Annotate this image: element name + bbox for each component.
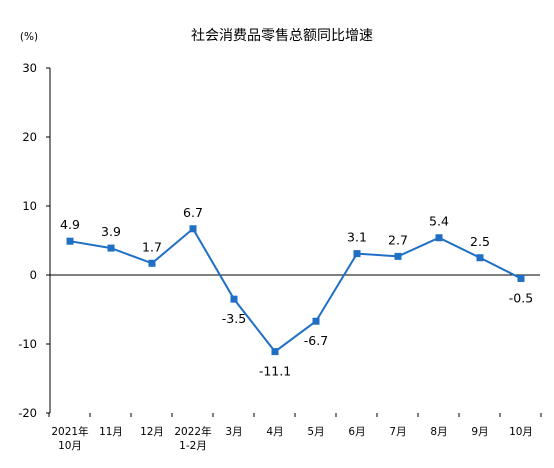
data-point-marker xyxy=(66,237,74,245)
data-point-marker xyxy=(230,295,238,303)
data-label: 4.9 xyxy=(60,217,80,232)
x-tick-label-line: 10月 xyxy=(509,426,533,438)
data-labels: 4.9 3.9 1.7 6.7 -3.5 -11.1 -6.7 3.1 2.7 5.4 2.5 -0.… xyxy=(60,205,533,379)
x-tick-label-line: 3月 xyxy=(225,426,242,438)
data-point-marker xyxy=(107,244,115,252)
data-point-marker xyxy=(353,250,361,258)
x-tick-label: 6月 xyxy=(348,426,365,438)
x-axis-ticks: 2021年 10月 11月 12月 2022年 1-2月 3月 4月 5月 6月 7月 8月 9月 10月 xyxy=(48,413,542,452)
chart-title: 社会消费品零售总额同比增速 xyxy=(191,28,373,44)
x-tick-label: 2022年 1-2月 xyxy=(174,425,211,452)
y-axis-ticks: -20 -10 0 10 20 30 xyxy=(18,61,50,420)
x-tick-label: 4月 xyxy=(266,426,283,438)
x-tick-label: 9月 xyxy=(471,426,488,438)
x-tick-label-line: 8月 xyxy=(430,426,447,438)
data-point-marker xyxy=(148,259,156,267)
data-label: -6.7 xyxy=(304,333,328,348)
series-markers xyxy=(66,225,525,356)
data-label: 3.1 xyxy=(347,230,367,245)
data-label: 2.5 xyxy=(470,234,490,249)
data-label: -11.1 xyxy=(259,364,291,379)
x-tick-label-line: 12月 xyxy=(140,426,164,438)
series-line xyxy=(69,227,522,353)
x-tick-label: 8月 xyxy=(430,426,447,438)
x-tick-label-line: 2022年 xyxy=(174,425,211,438)
data-point-marker xyxy=(312,317,320,325)
x-tick-label-line: 5月 xyxy=(307,426,324,438)
x-tick-label-line: 11月 xyxy=(99,426,123,438)
x-tick-label: 2021年 10月 xyxy=(51,425,88,452)
x-tick-label: 7月 xyxy=(389,426,406,438)
data-point-marker xyxy=(189,225,197,233)
x-tick-label-line: 9月 xyxy=(471,426,488,438)
data-label: 6.7 xyxy=(183,205,203,220)
y-tick-label: -20 xyxy=(18,406,37,420)
data-point-marker xyxy=(394,252,402,260)
y-tick-label: 0 xyxy=(30,268,37,282)
data-label: -0.5 xyxy=(509,290,533,305)
data-point-marker xyxy=(271,348,279,356)
y-tick-label: 20 xyxy=(22,130,37,144)
data-point-marker xyxy=(435,234,443,242)
data-label: -3.5 xyxy=(222,311,246,326)
data-point-marker xyxy=(517,274,525,282)
x-tick-label-line: 6月 xyxy=(348,426,365,438)
x-tick-label-line: 2021年 xyxy=(51,425,88,438)
x-tick-label-line: 10月 xyxy=(58,440,82,452)
y-tick-label: 30 xyxy=(22,61,37,75)
x-tick-label: 5月 xyxy=(307,426,324,438)
x-tick-label: 3月 xyxy=(225,426,242,438)
data-label: 1.7 xyxy=(142,239,162,254)
x-tick-label-line: 1-2月 xyxy=(179,440,207,452)
x-tick-label-line: 4月 xyxy=(266,426,283,438)
data-label: 2.7 xyxy=(388,232,408,247)
x-tick-label: 10月 xyxy=(509,426,533,438)
x-tick-label: 11月 xyxy=(99,426,123,438)
data-point-marker xyxy=(476,254,484,262)
x-tick-label: 12月 xyxy=(140,426,164,438)
y-unit-label: (%) xyxy=(20,31,38,43)
data-label: 5.4 xyxy=(429,214,449,229)
y-tick-label: -10 xyxy=(18,337,37,351)
y-tick-label: 10 xyxy=(22,199,37,213)
x-tick-label-line: 7月 xyxy=(389,426,406,438)
data-label: 3.9 xyxy=(101,224,121,239)
